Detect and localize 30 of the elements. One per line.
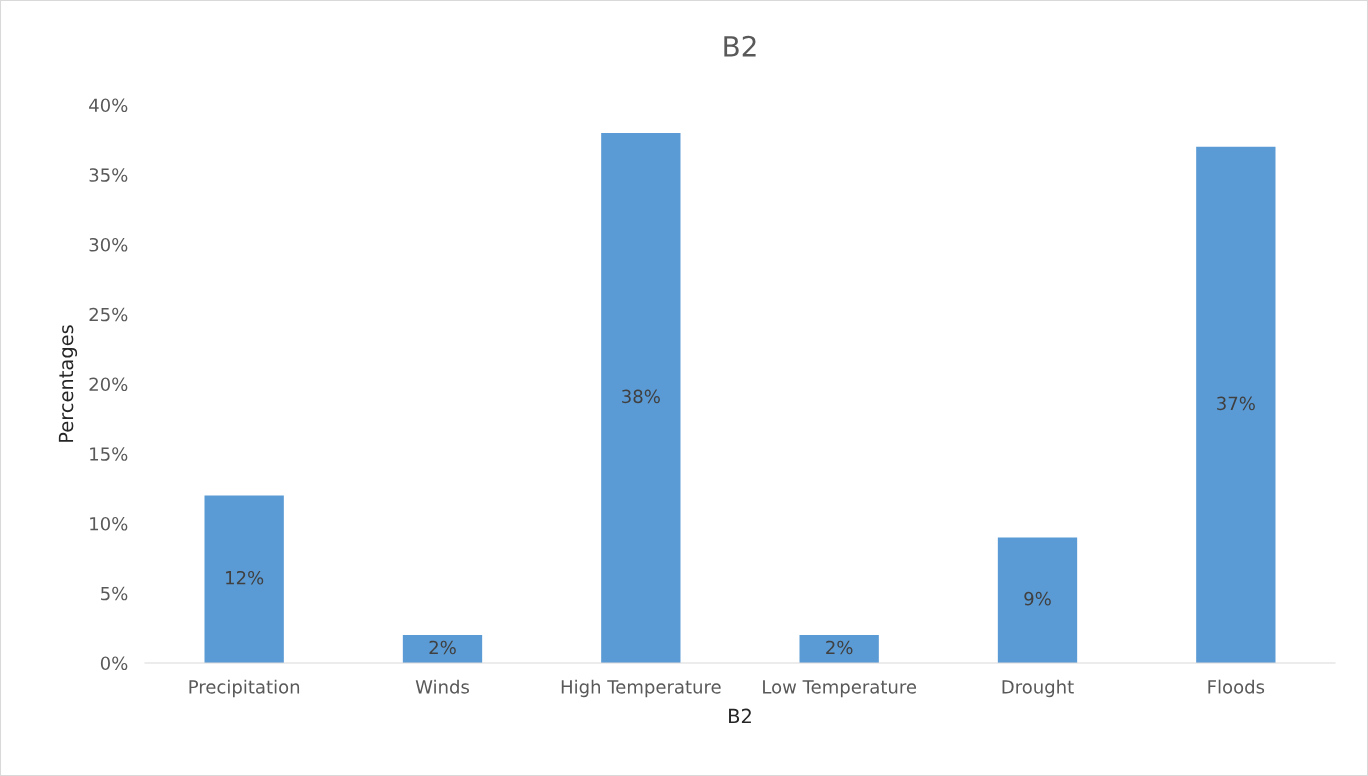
bar: [997, 537, 1078, 663]
data-label: 2%: [429, 640, 456, 655]
bar: [204, 495, 284, 663]
data-label: 38%: [622, 389, 660, 404]
chart-title: B2: [724, 35, 756, 57]
data-label: 12%: [226, 570, 264, 585]
x-tick-label: Drought: [1002, 679, 1074, 698]
y-tick-label: 40%: [89, 98, 128, 113]
data-label: 2%: [826, 640, 853, 655]
bar: [799, 635, 879, 663]
y-tick-label: 10%: [90, 516, 128, 531]
x-axis-title: B2: [729, 708, 751, 724]
x-tick-label: Floods: [1208, 679, 1265, 694]
y-tick-label: 5%: [101, 586, 128, 601]
x-tick-label: Precipitation: [189, 679, 300, 698]
y-tick-label: 25%: [89, 307, 128, 322]
bar: [1196, 146, 1276, 663]
y-tick-label: 35%: [89, 168, 128, 182]
bar: [402, 635, 483, 663]
y-tick-label: 15%: [90, 447, 128, 461]
y-tick-label: 30%: [89, 237, 128, 252]
x-tick-label: High Temperature: [561, 679, 721, 698]
bar: [601, 132, 681, 663]
y-tick-label: 20%: [89, 377, 128, 392]
y-tick-label: 0%: [100, 656, 128, 671]
data-label: 9%: [1024, 591, 1051, 606]
x-tick-label: Winds: [415, 679, 470, 694]
y-axis-title: Percentages: [58, 325, 78, 442]
data-label: 37%: [1217, 396, 1255, 411]
x-tick-label: Low Temperature: [763, 680, 917, 698]
